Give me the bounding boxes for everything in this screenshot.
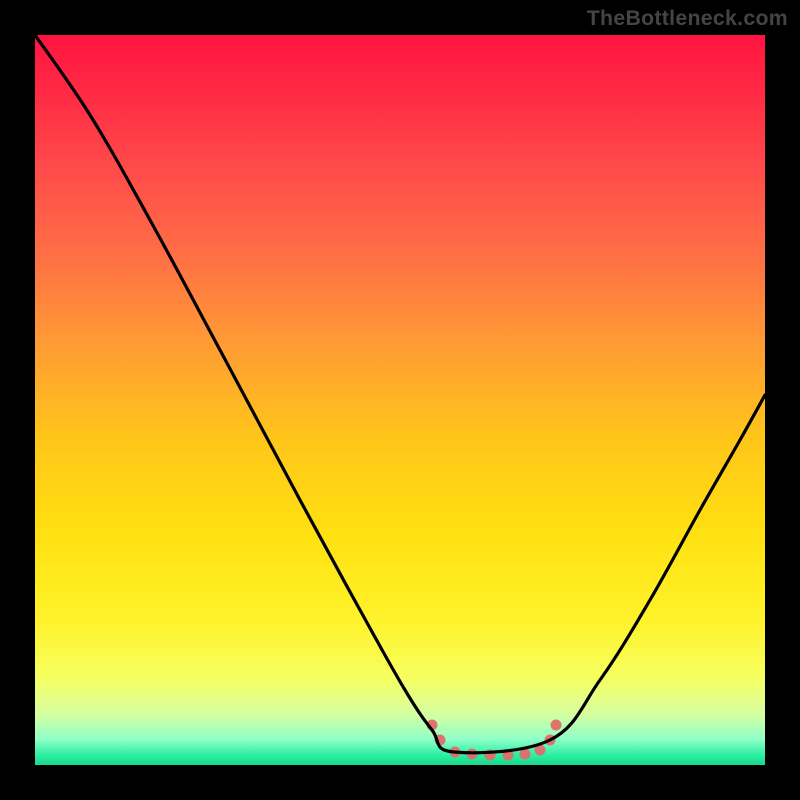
watermark-text: TheBottleneck.com (587, 6, 788, 31)
chart-stage: TheBottleneck.com (0, 0, 800, 800)
plot-background (35, 35, 765, 765)
optimal-zone-dot (551, 720, 562, 731)
bottleneck-chart (0, 0, 800, 800)
